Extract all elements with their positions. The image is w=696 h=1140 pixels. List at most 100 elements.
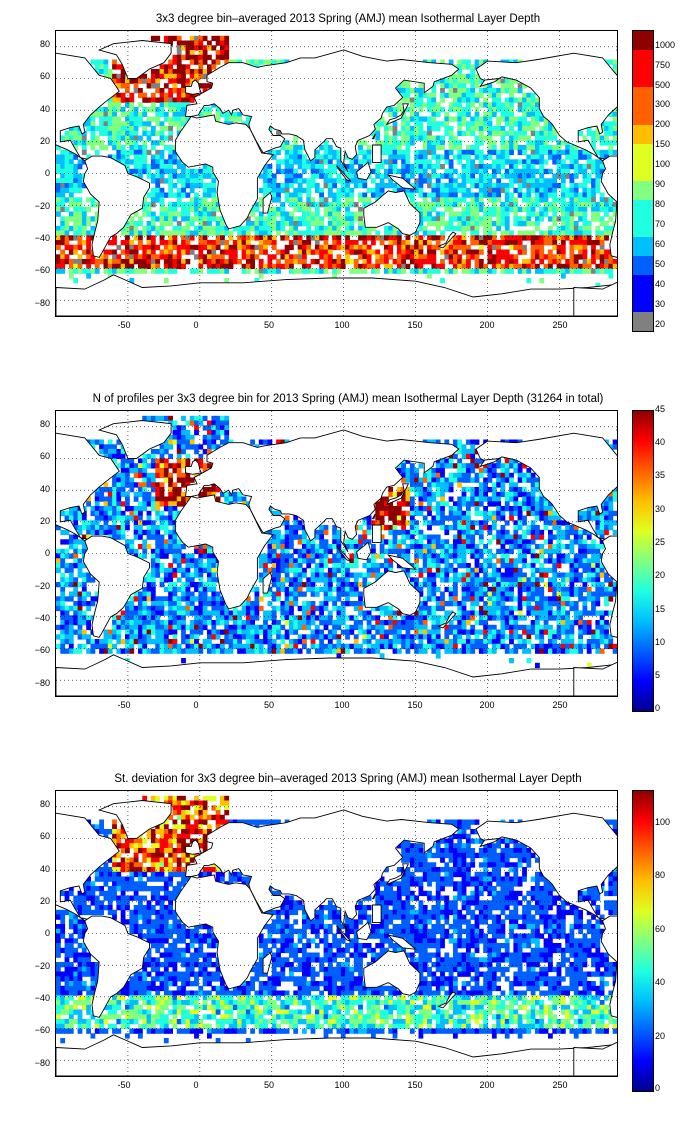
data-cell [276, 259, 281, 265]
data-cell [56, 145, 61, 151]
data-cell [556, 544, 562, 550]
data-cell [176, 434, 182, 441]
data-cell [81, 206, 87, 213]
data-cell [168, 183, 173, 189]
data-cell [81, 240, 87, 246]
data-cell [163, 178, 169, 184]
data-cell [366, 187, 372, 194]
data-cell [548, 254, 553, 260]
data-cell [461, 268, 467, 274]
data-cell [207, 487, 212, 493]
data-cell [496, 126, 501, 132]
data-cell [474, 458, 480, 464]
data-cell [77, 221, 83, 227]
data-cell [582, 187, 588, 194]
data-cell [289, 145, 294, 151]
data-cell [155, 192, 161, 198]
data-cell [431, 107, 437, 113]
data-cell [500, 83, 506, 89]
data-cell [379, 187, 385, 194]
data-cell [237, 111, 242, 118]
data-cell [73, 263, 79, 270]
data-cell [440, 83, 445, 89]
data-cell [513, 211, 519, 217]
data-cell [345, 206, 350, 213]
data-cell [207, 449, 212, 455]
data-cell [202, 225, 208, 232]
data-cell [560, 558, 566, 564]
data-cell [56, 197, 61, 203]
data-cell [202, 45, 208, 51]
data-cell [491, 88, 497, 94]
data-cell [146, 544, 152, 550]
data-cell [427, 273, 432, 279]
data-cell [409, 202, 415, 208]
data-cell [513, 187, 519, 194]
data-cell [556, 525, 562, 531]
data-cell [556, 173, 562, 179]
data-cell [466, 487, 471, 493]
data-cell [530, 145, 536, 151]
data-cell [73, 259, 79, 265]
data-cell [569, 211, 575, 217]
data-cell [582, 197, 588, 203]
data-cell [427, 240, 432, 246]
data-cell [90, 126, 96, 132]
data-cell [487, 111, 493, 118]
data-cell [431, 183, 437, 189]
data-cell [163, 69, 169, 75]
data-cell [422, 145, 428, 151]
data-cell [99, 111, 104, 118]
data-cell [185, 50, 191, 56]
data-cell [263, 558, 268, 564]
data-cell [68, 173, 74, 179]
data-cell [314, 548, 320, 555]
data-cell [517, 159, 523, 165]
data-cell [496, 567, 501, 574]
data-cell [116, 439, 122, 445]
data-cell [267, 548, 273, 555]
data-cell [310, 216, 316, 222]
data-cell [133, 268, 139, 274]
data-cell [146, 230, 152, 236]
data-cell [345, 183, 350, 189]
data-cell [280, 263, 286, 270]
data-cell [504, 202, 510, 208]
data-cell [379, 183, 385, 189]
data-cell [422, 197, 428, 203]
data-cell [181, 444, 186, 450]
data-cell [215, 263, 221, 270]
data-cell [543, 149, 549, 156]
data-cell [530, 548, 536, 555]
data-cell [487, 230, 493, 236]
data-cell [181, 263, 186, 270]
data-cell [211, 259, 217, 265]
data-cell [112, 111, 117, 118]
data-cell [202, 259, 208, 265]
data-cell [431, 472, 437, 479]
data-cell [138, 468, 143, 474]
data-cell [293, 135, 299, 141]
data-cell [496, 534, 501, 540]
data-cell [556, 259, 562, 265]
data-cell [487, 135, 493, 141]
data-cell [358, 211, 363, 217]
data-cell [466, 244, 471, 251]
data-cell [129, 263, 135, 270]
data-cell [431, 244, 437, 251]
data-cell [513, 463, 519, 469]
data-cell [155, 149, 161, 156]
data-cell [582, 240, 588, 246]
data-cell [513, 539, 519, 545]
data-cell [405, 78, 411, 84]
data-cell [435, 472, 441, 479]
data-cell [302, 187, 307, 194]
data-cell [340, 563, 346, 569]
data-cell [202, 202, 208, 208]
data-cell [457, 235, 463, 241]
data-cell [125, 83, 130, 89]
data-cell [496, 92, 501, 99]
data-cell [487, 145, 493, 151]
data-cell [120, 83, 126, 89]
data-cell [409, 529, 415, 536]
